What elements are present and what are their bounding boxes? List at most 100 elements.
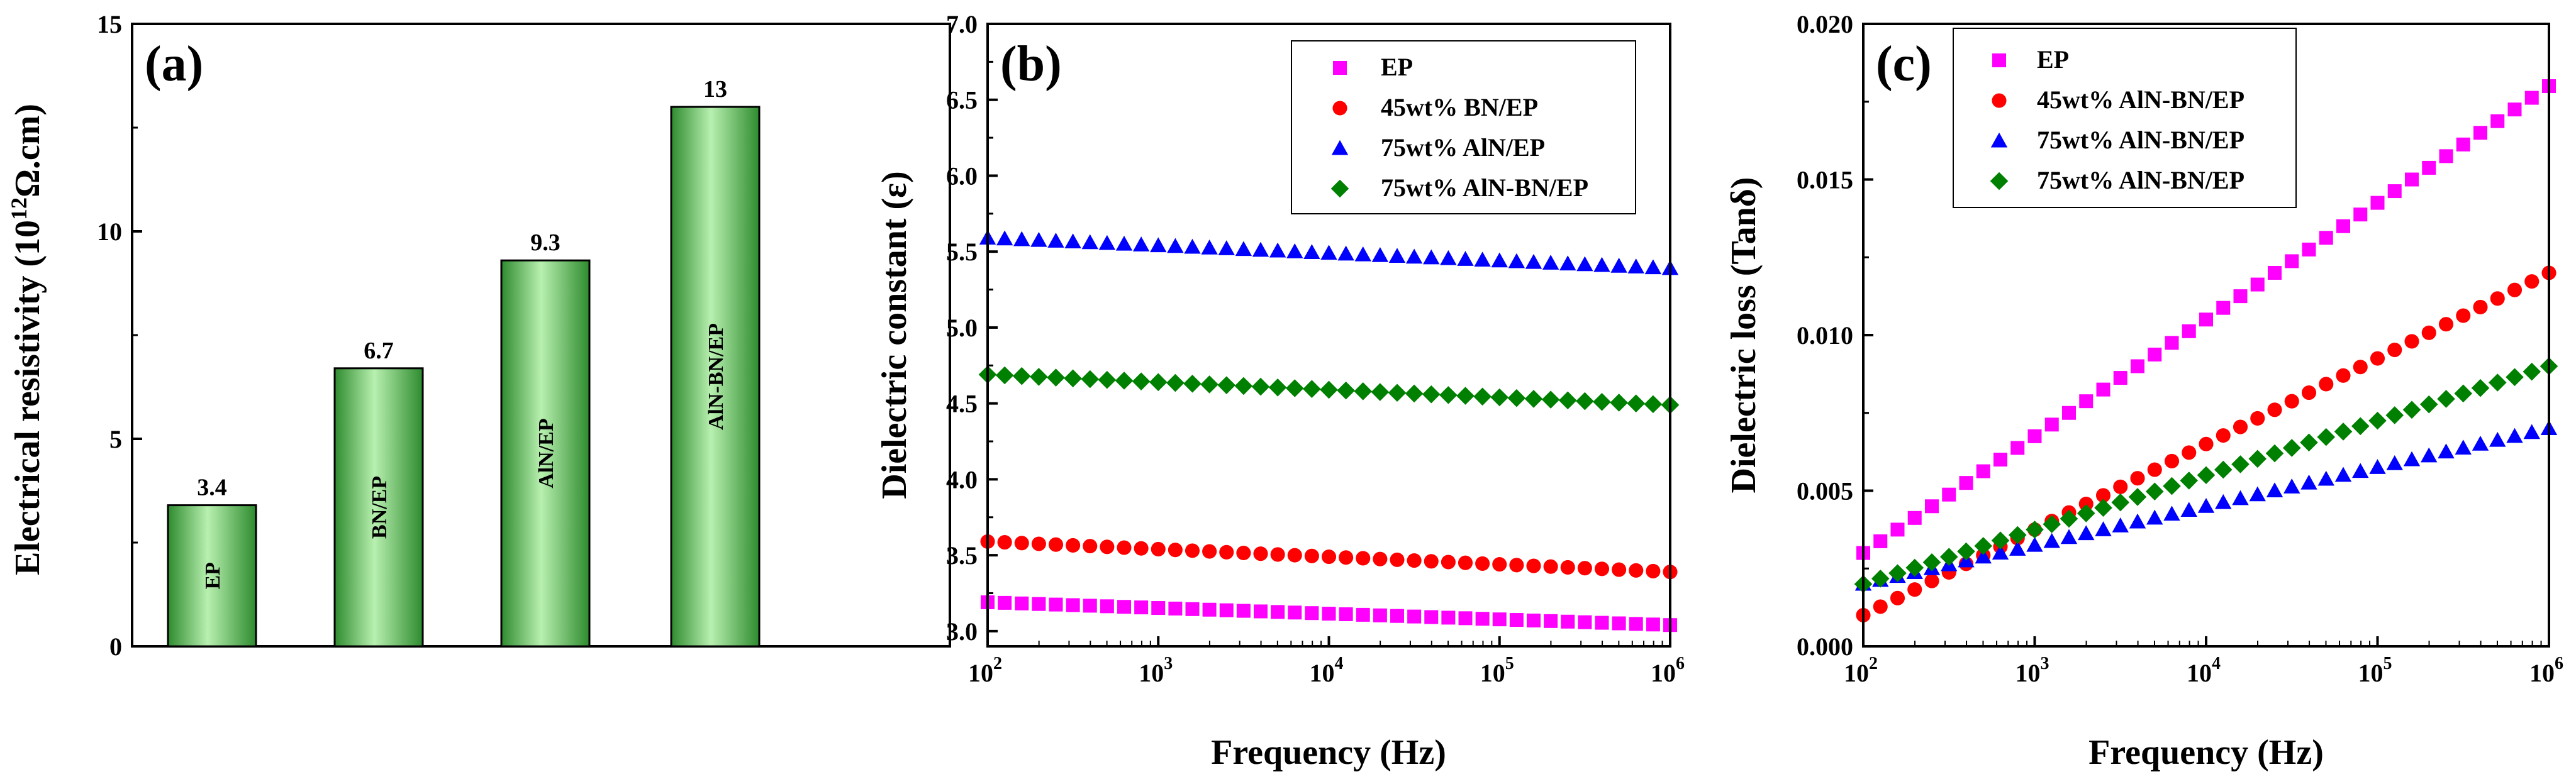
panel-c-point [1890, 590, 1905, 605]
panel-a-category-label: AlN/EP [535, 418, 558, 488]
panel-b-point [1151, 541, 1166, 557]
panel-c-legend-label: EP [2037, 45, 2069, 74]
panel-b-point [1490, 388, 1509, 407]
panel-b-point [1132, 236, 1150, 251]
panel-b-point [1236, 545, 1251, 561]
panel-b-point [1217, 376, 1236, 394]
panel-c-series [1856, 79, 2556, 560]
panel-b-point [1286, 243, 1303, 258]
panel-c-point [2129, 513, 2146, 529]
panel-b-point [1066, 538, 1081, 553]
panel-b-point [1083, 539, 1098, 554]
panel-c-point [1890, 522, 1905, 537]
panel-c-point [2268, 266, 2282, 280]
panel-c-point [2266, 482, 2283, 498]
panel-c-point [2095, 488, 2111, 503]
panel-c-point [2078, 496, 2094, 512]
panel-c-frame [1862, 23, 2550, 648]
panel-b-point [1285, 379, 1304, 397]
panel-b-point [1541, 390, 1560, 409]
panel-c-point [2334, 422, 2353, 441]
panel-b-point [998, 595, 1012, 610]
panel-c-legend-label: 45wt% AlN-BN/EP [2037, 86, 2244, 114]
panel-b-point [1047, 368, 1065, 387]
panel-c-point [2387, 342, 2402, 358]
panel-b-point [1356, 607, 1370, 622]
panel-c-point [2302, 242, 2316, 257]
panel-b-legend-marker [1330, 179, 1349, 198]
panel-c-point [1924, 573, 1939, 588]
panel-c-legend-box [1953, 28, 2297, 208]
panel-b-label: (b) [1000, 36, 1062, 92]
panel-c-y-tick-label: 0.005 [1797, 477, 1853, 505]
panel-b-point [996, 230, 1013, 246]
panel-c-point [2026, 521, 2044, 539]
panel-c-point [2233, 419, 2248, 434]
panel-b-point [1168, 543, 1183, 558]
panel-b-point [1030, 231, 1047, 247]
panel-c-point [2145, 482, 2164, 501]
panel-c-point [2130, 471, 2145, 486]
panel-b-point [1629, 563, 1644, 578]
panel-c-point [1974, 537, 1993, 555]
panel-c-point [2454, 384, 2473, 403]
panel-b-point [1270, 547, 1285, 562]
panel-b-point [1202, 602, 1217, 617]
panel-b-y-tick-label: 7.0 [946, 10, 978, 38]
panel-c-y-axis-title: Dielectric loss (Tanδ) [1724, 177, 1763, 494]
panel-c-series [1854, 357, 2558, 594]
panel-c-point [2438, 443, 2455, 459]
panel-c-point [2352, 463, 2369, 478]
panel-c-label: (c) [1876, 36, 1932, 92]
panel-c-point [2079, 394, 2094, 409]
panel-c-x-tick-label: 105 [2358, 654, 2392, 687]
panel-b-point [1388, 248, 1406, 263]
panel-c-point [2404, 334, 2419, 349]
panel-b-point [1356, 551, 1371, 566]
panel-c-point [2250, 277, 2265, 292]
panel-c-point [2248, 450, 2267, 468]
panel-c-point [2282, 439, 2301, 457]
panel-b-point [1218, 240, 1235, 255]
panel-c-y-tick-label: 0.015 [1797, 166, 1853, 194]
panel-c-point [2233, 289, 2248, 304]
panel-b-point [1287, 548, 1302, 563]
panel-b-point [1013, 231, 1030, 246]
panel-b-point [1424, 554, 1439, 569]
panel-c-point [1959, 476, 1973, 490]
panel-b-point [1457, 251, 1474, 266]
panel-b-point [1150, 237, 1167, 253]
panel-c-point [2163, 505, 2180, 521]
panel-b-point [1627, 394, 1646, 412]
panel-b-point [1390, 609, 1404, 623]
panel-b-point [1134, 600, 1149, 615]
panel-b-point [1458, 611, 1473, 626]
panel-b-point [1475, 612, 1490, 626]
panel-c-point [2385, 406, 2404, 424]
panel-c-point [2351, 417, 2370, 436]
panel-c-point [1942, 487, 1956, 502]
panel-b-point [1595, 616, 1609, 630]
panel-b-point [1441, 610, 1456, 625]
panel-b-x-tick-label: 105 [1480, 654, 1514, 687]
panel-c-point [2182, 445, 2197, 460]
panel-c-x-axis-title: Frequency (Hz) [2088, 733, 2324, 772]
panel-b-x-axis-title: Frequency (Hz) [1211, 733, 1446, 772]
panel-b-y-tick-label: 4.0 [946, 465, 978, 494]
panel-b-point [1184, 238, 1201, 254]
panel-b-point [1473, 387, 1492, 406]
panel-c-point [2214, 460, 2233, 479]
panel-b-point [1542, 255, 1559, 270]
panel-b-point [1593, 392, 1611, 411]
panel-b-point [997, 535, 1012, 550]
panel-b-point [1509, 558, 1524, 573]
panel-b-y-tick-label: 4.5 [946, 390, 978, 418]
panel-b-point [1271, 605, 1285, 619]
panel-a-y-tick-label: 10 [97, 218, 122, 246]
panel-b-legend-label: EP [1381, 53, 1413, 81]
panel-c-point [2489, 431, 2506, 447]
panel-c-point [2370, 351, 2385, 366]
panel-b-point [1354, 382, 1373, 400]
panel-b-point [1098, 235, 1116, 250]
